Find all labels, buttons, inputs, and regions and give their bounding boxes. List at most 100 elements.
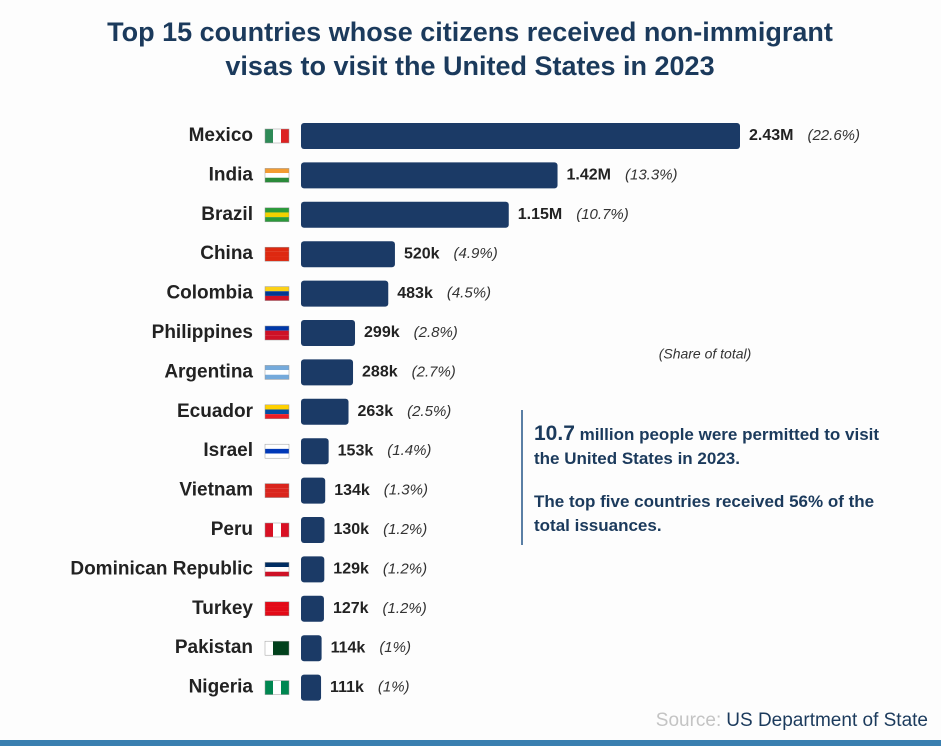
bar	[301, 201, 509, 228]
flag-stripe	[265, 488, 289, 493]
callout: 10.7 million people were permitted to vi…	[534, 422, 904, 471]
flag-stripe	[273, 523, 281, 537]
category-label: China	[200, 243, 253, 264]
category-label: Brazil	[201, 204, 253, 225]
share-label: (1%)	[378, 679, 410, 696]
category-label: Argentina	[164, 361, 253, 382]
source-text: US Department of State	[726, 710, 928, 731]
bar	[301, 359, 354, 386]
flag-stripe	[265, 212, 289, 218]
callout-text: million people were permitted to visit t…	[534, 425, 880, 468]
flag-stripe	[273, 129, 281, 143]
flag-border	[264, 365, 290, 380]
share-label: (10.7%)	[576, 206, 629, 223]
flag-stripe	[265, 173, 289, 178]
flag-border	[264, 207, 290, 223]
flag-stripe	[265, 680, 273, 695]
bar	[301, 398, 349, 425]
share-label: (4.9%)	[454, 245, 498, 262]
share-label: (1.2%)	[383, 560, 427, 577]
flag-stripe	[281, 641, 289, 656]
share-label: (13.3%)	[625, 166, 678, 183]
flag-stripe	[265, 448, 289, 454]
share-label: (4.5%)	[447, 285, 491, 302]
share-label: (1.2%)	[383, 521, 427, 538]
category-label: Philippines	[152, 322, 253, 343]
callout: The top five countries received 56% of t…	[534, 490, 904, 538]
category-label: India	[209, 164, 254, 185]
flag-stripe	[265, 370, 289, 375]
bar	[301, 438, 329, 465]
value-label: 134k	[334, 482, 370, 499]
flag-border	[264, 522, 290, 538]
category-label: Vietnam	[179, 480, 253, 501]
category-label: Peru	[211, 519, 253, 540]
share-label: (1.4%)	[387, 442, 431, 459]
flag-stripe	[265, 409, 289, 415]
value-label: 1.42M	[567, 167, 611, 184]
share-label: (2.5%)	[407, 403, 451, 420]
category-label: Colombia	[166, 283, 253, 304]
category-label: Dominican Republic	[70, 558, 253, 579]
bar	[301, 674, 322, 701]
source: Source: US Department of State	[656, 710, 928, 731]
flag-stripe	[265, 453, 289, 459]
flag-stripe	[265, 335, 289, 340]
flag-stripe	[281, 129, 289, 143]
flag-stripe	[265, 606, 289, 612]
flag-stripe	[265, 492, 289, 498]
value-label: 129k	[333, 561, 369, 578]
share-label: (1%)	[379, 639, 411, 656]
share-label: (22.6%)	[807, 127, 860, 144]
value-label: 114k	[331, 639, 366, 656]
share-label: (2.7%)	[412, 363, 456, 380]
flag-border	[264, 562, 290, 577]
bar	[301, 556, 325, 583]
bar	[301, 595, 324, 622]
category-label: Pakistan	[175, 637, 253, 658]
bar	[301, 635, 322, 662]
chart-title: Top 15 countries whose citizens received…	[107, 17, 833, 47]
flag-border	[264, 128, 290, 144]
flag-stripe	[265, 562, 289, 568]
source-label: Source:	[656, 710, 721, 731]
value-label: 130k	[333, 521, 369, 538]
flag-stripe	[265, 567, 289, 572]
flag-stripe	[265, 217, 289, 222]
flag-border	[264, 404, 290, 420]
flag-stripe	[265, 295, 289, 301]
flag-stripe	[265, 365, 289, 371]
value-label: 299k	[364, 324, 400, 341]
flag-stripe	[265, 291, 289, 296]
flag-stripe	[265, 444, 289, 449]
flag-border	[264, 286, 290, 301]
flag-border	[264, 640, 290, 656]
callout-highlight: 10.7	[534, 422, 575, 445]
callout-text: The top five countries received 56% of t…	[534, 492, 875, 535]
flag-stripe	[265, 251, 289, 257]
flag-stripe	[273, 680, 281, 695]
flag-border	[264, 483, 290, 498]
flag-stripe	[281, 523, 289, 537]
footer-band	[0, 740, 941, 746]
flag-stripe	[265, 404, 289, 410]
category-label: Turkey	[192, 598, 253, 619]
flag-stripe	[265, 374, 289, 380]
category-label: Ecuador	[177, 401, 254, 422]
category-label: Nigeria	[189, 677, 254, 698]
value-label: 263k	[358, 403, 394, 420]
share-label: (1.3%)	[384, 482, 428, 499]
flag-stripe	[265, 611, 289, 616]
value-label: 520k	[404, 245, 440, 262]
value-label: 1.15M	[518, 206, 562, 223]
chart-title: visas to visit the United States in 2023	[225, 51, 714, 81]
bar	[301, 477, 326, 504]
bar	[301, 162, 558, 189]
flag-stripe	[265, 256, 289, 262]
flag-stripe	[265, 571, 289, 577]
category-label: Israel	[203, 440, 253, 461]
flag-stripe	[273, 641, 281, 656]
value-label: 483k	[397, 285, 433, 302]
flag-stripe	[265, 286, 289, 292]
